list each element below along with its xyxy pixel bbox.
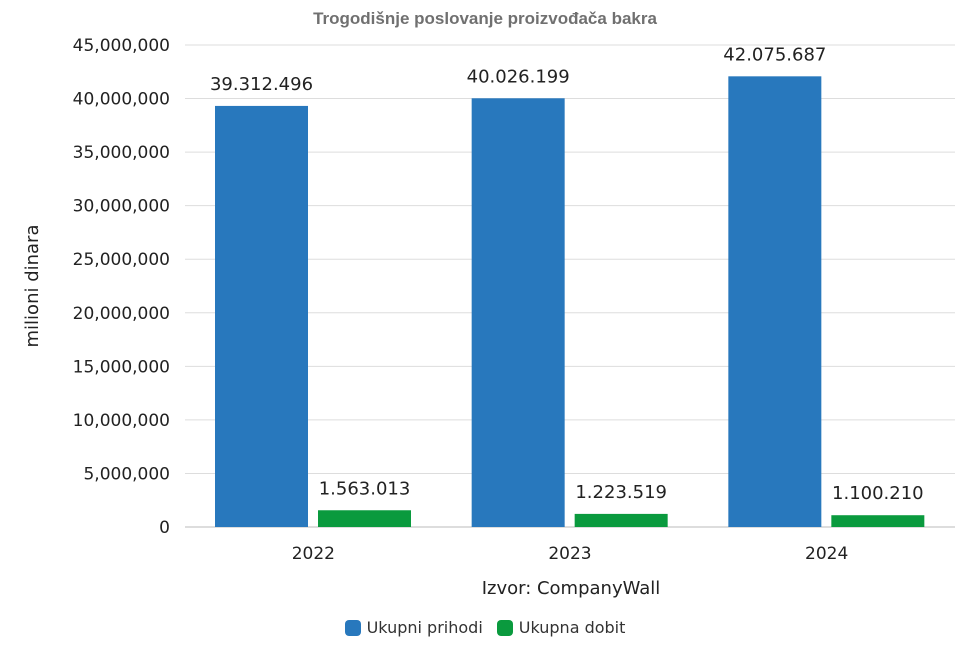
y-tick-label: 35,000,000 xyxy=(73,143,170,163)
y-tick-label: 0 xyxy=(159,518,170,538)
legend-item-ukupni-prihodi[interactable]: Ukupni prihodi xyxy=(344,618,483,637)
x-tick-label: 2023 xyxy=(548,544,591,564)
y-tick-label: 10,000,000 xyxy=(73,411,170,431)
data-label: 39.312.496 xyxy=(210,74,313,95)
data-label: 1.100.210 xyxy=(832,483,924,504)
y-tick-label: 25,000,000 xyxy=(73,250,170,270)
bar-ukupni-prihodi[interactable] xyxy=(471,98,565,527)
legend-label: Ukupna dobit xyxy=(518,618,626,637)
y-tick-label: 45,000,000 xyxy=(73,36,170,56)
legend-label: Ukupni prihodi xyxy=(366,618,483,637)
data-label: 1.223.519 xyxy=(575,482,667,503)
legend-item-ukupna-dobit[interactable]: Ukupna dobit xyxy=(496,618,626,637)
bar-ukupna-dobit[interactable] xyxy=(574,513,668,527)
x-tick-label: 2024 xyxy=(805,544,848,564)
y-tick-label: 5,000,000 xyxy=(83,464,170,484)
chart-title: Trogodišnje poslovanje proizvođača bakra xyxy=(313,9,657,28)
bar-ukupna-dobit[interactable] xyxy=(318,510,411,527)
legend: Ukupni prihodi Ukupna dobit xyxy=(0,618,970,637)
y-tick-label: 40,000,000 xyxy=(73,90,170,110)
legend-swatch xyxy=(496,619,513,636)
x-tick-label: 2022 xyxy=(292,544,335,564)
y-tick-label: 20,000,000 xyxy=(73,304,170,324)
data-label: 40.026.199 xyxy=(467,66,570,87)
y-tick-label: 30,000,000 xyxy=(73,197,170,217)
bar-ukupni-prihodi[interactable] xyxy=(728,76,822,528)
y-tick-label: 15,000,000 xyxy=(73,357,170,377)
data-label: 1.563.013 xyxy=(319,478,411,499)
bar-ukupna-dobit[interactable] xyxy=(831,515,925,527)
x-axis-label: Izvor: CompanyWall xyxy=(482,578,661,599)
data-label: 42.075.687 xyxy=(723,44,826,65)
legend-swatch xyxy=(344,619,361,636)
y-axis-label: milioni dinara xyxy=(22,225,43,348)
bar-ukupni-prihodi[interactable] xyxy=(215,105,308,527)
